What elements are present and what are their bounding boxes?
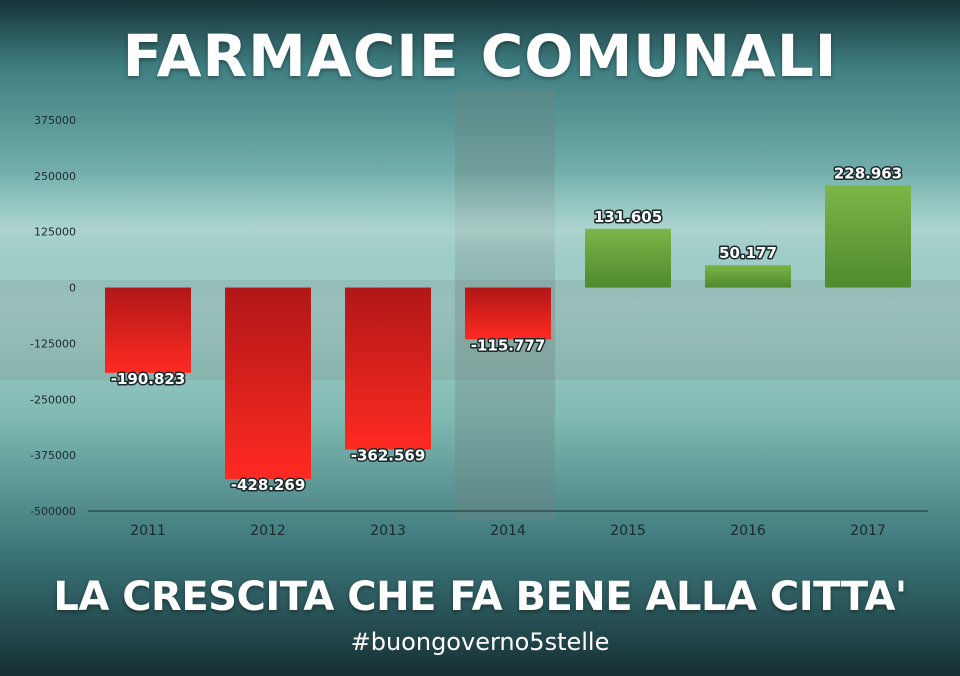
x-tick-label: 2017 <box>850 523 886 539</box>
subtitle: LA CRESCITA CHE FA BENE ALLA CITTA' <box>53 574 907 620</box>
bar-2015 <box>585 228 671 288</box>
y-tick-label: -250000 <box>30 393 76 406</box>
data-label-2013: -362.569 <box>351 447 426 465</box>
x-tick-label: 2016 <box>730 523 766 539</box>
x-tick-label: 2012 <box>250 523 286 539</box>
bar-2014 <box>465 287 551 340</box>
data-label-2014: -115.777 <box>471 336 546 354</box>
x-tick-label: 2013 <box>370 523 406 539</box>
y-tick-label: -375000 <box>30 449 76 462</box>
data-label-2017: 228.963 <box>834 164 902 182</box>
data-label-2011: -190.823 <box>111 370 186 388</box>
y-tick-label: -125000 <box>30 337 76 350</box>
data-label-2016: 50.177 <box>719 244 777 262</box>
bar-2013 <box>345 287 431 450</box>
bar-2016 <box>705 265 791 288</box>
y-tick-label: 375000 <box>34 114 76 127</box>
x-tick-label: 2014 <box>490 523 526 539</box>
bar-chart: 375000 250000 125000 0 -125000 -250000 -375000… <box>30 114 928 539</box>
x-axis: 2011 2012 2013 2014 2015 2016 2017 <box>130 523 886 539</box>
bar-2012 <box>225 287 311 479</box>
hashtag: #buongoverno5stelle <box>350 628 610 656</box>
bars <box>105 185 911 479</box>
bar-2017 <box>825 185 911 288</box>
y-tick-label: 0 <box>69 282 76 295</box>
x-tick-label: 2011 <box>130 523 166 539</box>
y-tick-label: 125000 <box>34 226 76 239</box>
page-title: FARMACIE COMUNALI <box>122 22 838 90</box>
data-label-2015: 131.605 <box>594 208 662 226</box>
data-label-2012: -428.269 <box>231 476 306 494</box>
data-labels: -190.823 -428.269 -362.569 -115.777 131.605 5… <box>109 163 903 496</box>
x-tick-label: 2015 <box>610 523 646 539</box>
y-tick-label: -500000 <box>30 505 76 518</box>
y-axis: 375000 250000 125000 0 -125000 -250000 -375000… <box>30 114 76 518</box>
y-tick-label: 250000 <box>34 170 76 183</box>
bar-2011 <box>105 287 191 373</box>
